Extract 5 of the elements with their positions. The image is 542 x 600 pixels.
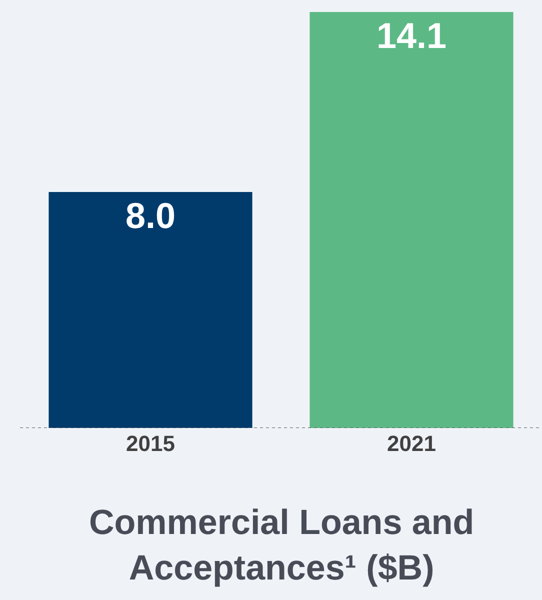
data-label: 8.0 [125, 194, 176, 236]
x-tick-label: 2021 [387, 431, 436, 456]
x-tick-label: 2015 [126, 431, 175, 456]
data-label: 14.1 [376, 15, 447, 56]
text: Commercial Loans and Acceptances¹ ($B) [89, 503, 474, 588]
